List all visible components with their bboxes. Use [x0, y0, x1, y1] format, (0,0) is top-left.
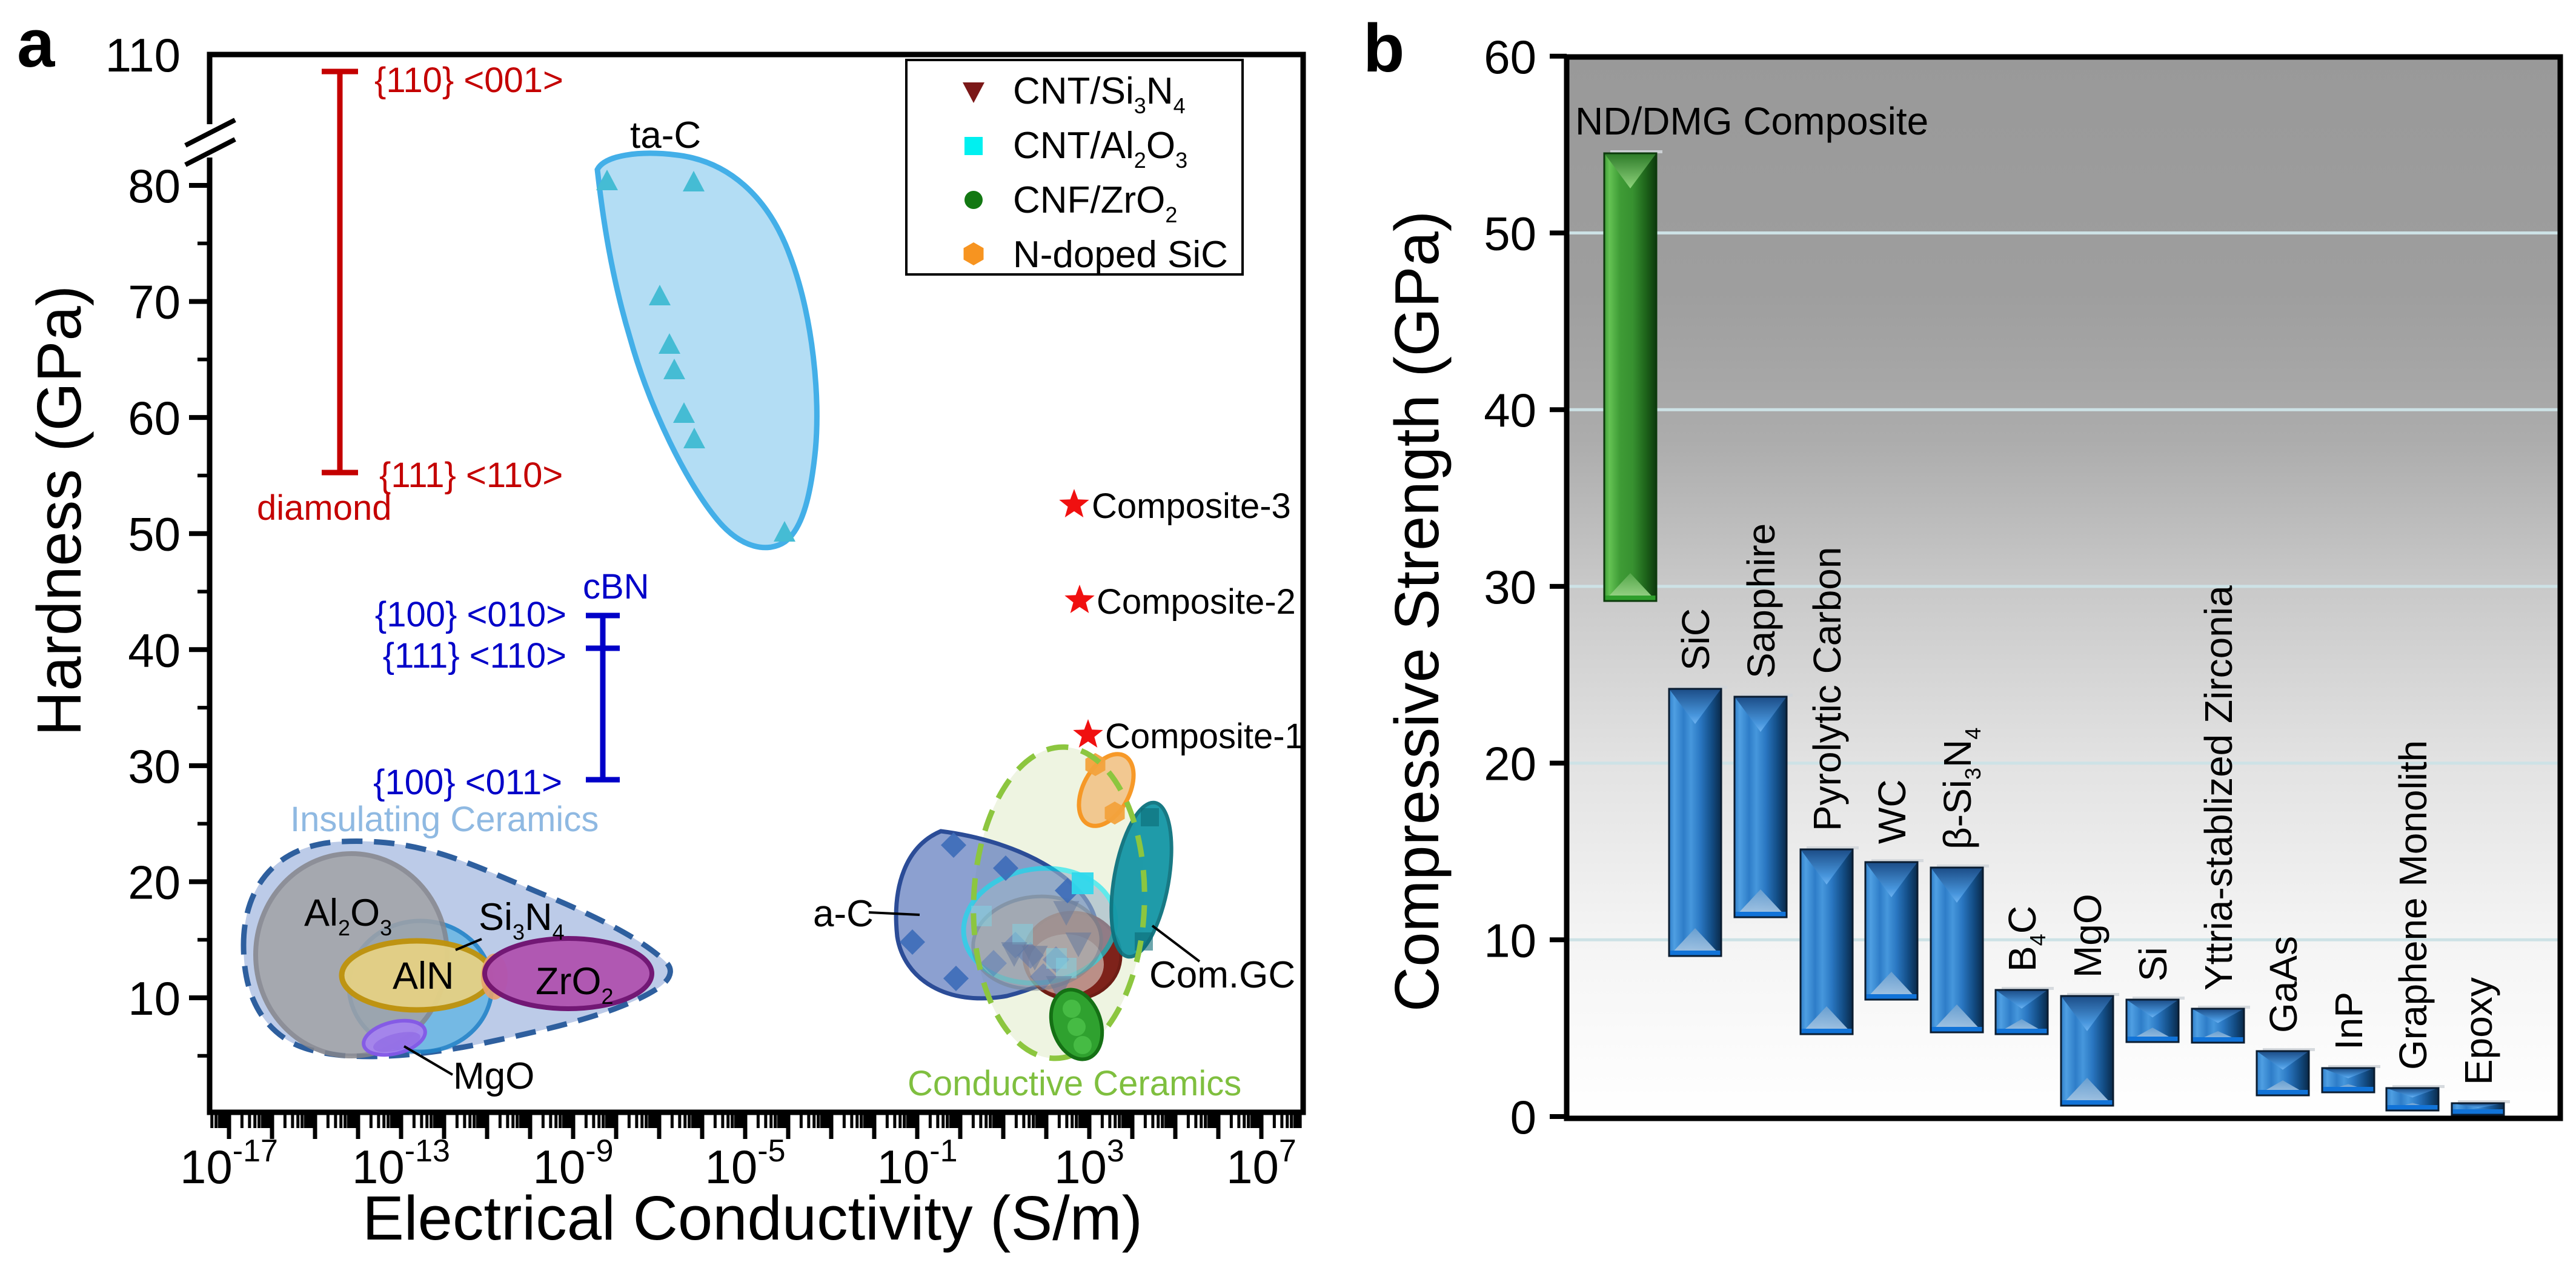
svg-text:Pyrolytic Carbon: Pyrolytic Carbon	[1805, 547, 1849, 832]
svg-text:SiC: SiC	[1674, 608, 1718, 671]
svg-text:30: 30	[128, 740, 181, 793]
svg-text:40: 40	[1484, 383, 1536, 437]
svg-text:107: 107	[1226, 1134, 1296, 1193]
svg-text:Hardness (GPa): Hardness (GPa)	[24, 285, 94, 736]
svg-text:10: 10	[1484, 914, 1536, 967]
svg-text:40: 40	[128, 623, 181, 677]
svg-text:GaAs: GaAs	[2262, 936, 2305, 1033]
svg-text:Compressive Strength (GPa): Compressive Strength (GPa)	[1382, 211, 1452, 1012]
svg-text:diamond: diamond	[257, 488, 391, 528]
svg-text:Composite-1: Composite-1	[1105, 717, 1304, 756]
svg-text:60: 60	[1484, 30, 1536, 84]
svg-text:Epoxy: Epoxy	[2457, 977, 2500, 1085]
svg-text:b: b	[1363, 10, 1404, 86]
svg-text:Electrical Conductivity (S/m): Electrical Conductivity (S/m)	[362, 1183, 1143, 1253]
svg-text:0: 0	[1510, 1090, 1536, 1144]
svg-text:60: 60	[128, 391, 181, 445]
svg-text:Yttria-stablized Zirconia: Yttria-stablized Zirconia	[2197, 585, 2240, 991]
svg-text:Conductive Ceramics: Conductive Ceramics	[908, 1064, 1241, 1103]
svg-text:{111} <110>: {111} <110>	[383, 636, 566, 676]
svg-text:{100} <011>: {100} <011>	[373, 763, 562, 802]
svg-text:CNT/Al2 O3: CNT/Al2 O3	[1013, 125, 1187, 173]
svg-text:20: 20	[1484, 737, 1536, 791]
svg-text:β-Si3 N4: β-Si3 N4	[1936, 728, 1985, 849]
svg-text:InP: InP	[2327, 992, 2371, 1050]
svg-text:110: 110	[105, 28, 181, 82]
svg-text:Com.GC: Com.GC	[1149, 954, 1295, 996]
svg-text:AlN: AlN	[393, 955, 454, 997]
svg-text:CNF/ZrO2: CNF/ZrO2	[1013, 179, 1177, 227]
svg-text:Graphene Monolith: Graphene Monolith	[2391, 740, 2435, 1070]
svg-text:Composite-2: Composite-2	[1097, 582, 1296, 622]
svg-text:10: 10	[128, 972, 181, 1025]
svg-text:a-C: a-C	[813, 893, 874, 935]
svg-text:50: 50	[1484, 207, 1536, 261]
svg-text:70: 70	[128, 276, 181, 329]
svg-text:{100} <010>: {100} <010>	[375, 595, 566, 634]
svg-text:ND/DMG Composite: ND/DMG Composite	[1575, 99, 1928, 143]
svg-text:30: 30	[1484, 560, 1536, 614]
svg-text:CNT/Si3 N4: CNT/Si3 N4	[1013, 70, 1186, 118]
svg-text:ZrO2: ZrO2	[536, 960, 614, 1009]
svg-text:N-doped SiC: N-doped SiC	[1013, 234, 1228, 276]
svg-text:Si: Si	[2131, 947, 2175, 981]
svg-text:20: 20	[128, 855, 181, 909]
svg-text:MgO: MgO	[2066, 894, 2110, 978]
svg-text:cBN: cBN	[583, 567, 649, 606]
svg-text:ta-C: ta-C	[630, 115, 701, 156]
svg-text:MgO: MgO	[453, 1055, 534, 1097]
svg-text:{110} <001>: {110} <001>	[374, 61, 563, 100]
svg-text:80: 80	[128, 159, 181, 213]
svg-text:{111} <110>: {111} <110>	[379, 456, 563, 495]
svg-text:Composite-3: Composite-3	[1092, 486, 1291, 526]
svg-text:50: 50	[128, 508, 181, 561]
svg-text:Insulating Ceramics: Insulating Ceramics	[290, 800, 599, 839]
svg-text:WC: WC	[1870, 779, 1914, 844]
svg-text:a: a	[17, 5, 55, 81]
svg-text:Sapphire: Sapphire	[1739, 523, 1783, 679]
